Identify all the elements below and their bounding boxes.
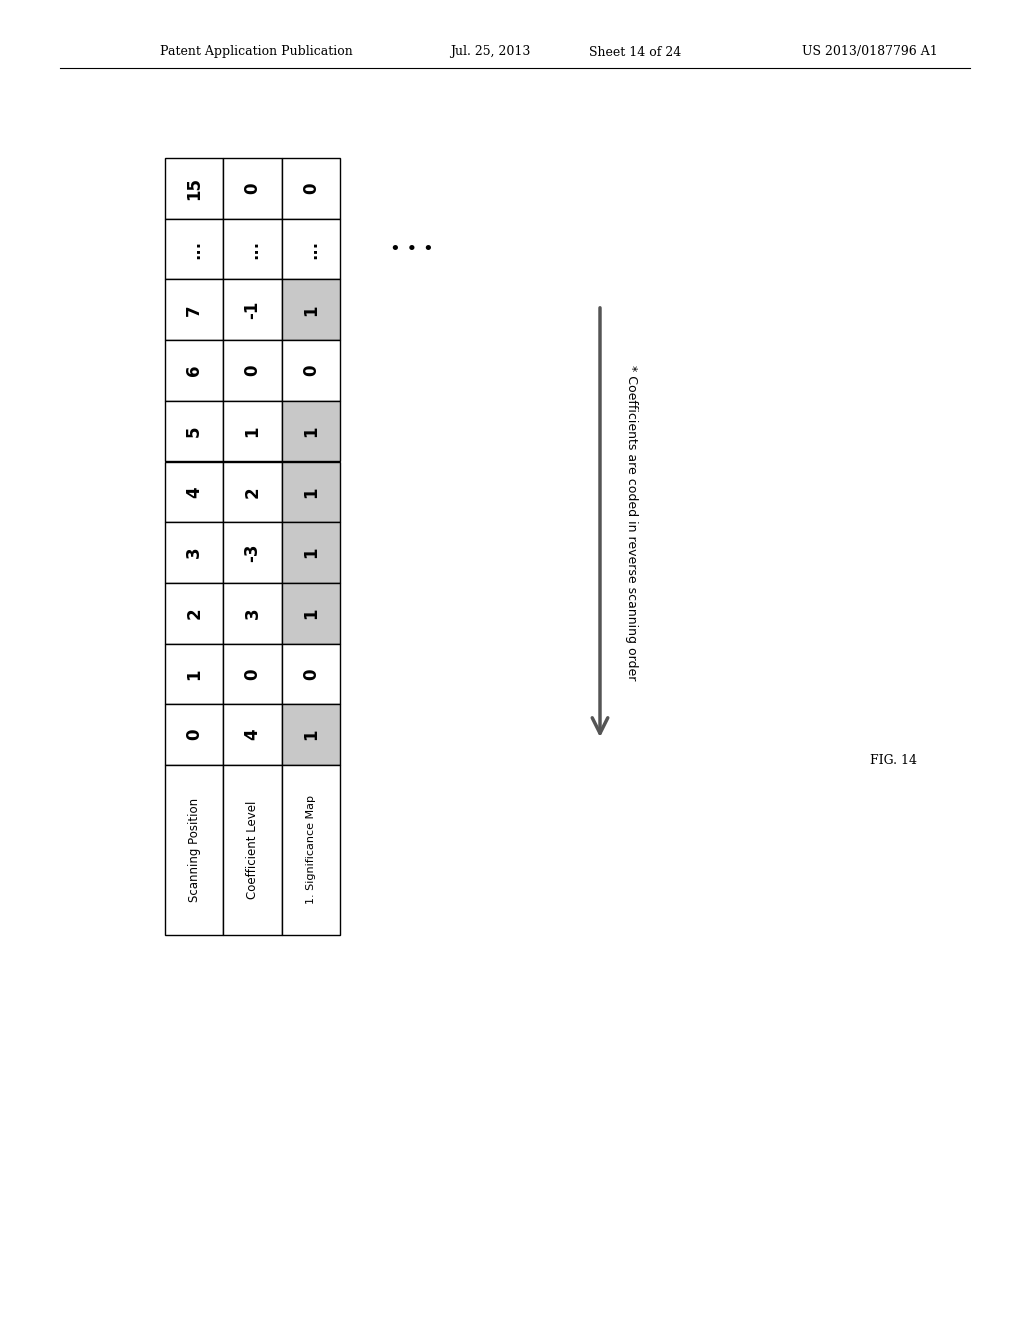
- Text: 15: 15: [185, 177, 203, 199]
- Text: • • •: • • •: [390, 240, 434, 257]
- Text: FIG. 14: FIG. 14: [870, 754, 918, 767]
- Text: 4: 4: [244, 729, 261, 741]
- Bar: [282, 766, 340, 935]
- Text: 3: 3: [244, 607, 261, 619]
- Text: -1: -1: [244, 301, 261, 319]
- Text: ...: ...: [244, 239, 261, 259]
- Bar: [165, 644, 223, 705]
- Text: Patent Application Publication: Patent Application Publication: [160, 45, 352, 58]
- Text: 0: 0: [302, 182, 319, 194]
- Bar: [223, 341, 282, 401]
- Bar: [223, 158, 282, 219]
- Bar: [282, 462, 340, 523]
- Bar: [165, 219, 223, 280]
- Bar: [282, 401, 340, 462]
- Bar: [165, 158, 223, 219]
- Bar: [282, 523, 340, 583]
- Text: 1: 1: [302, 304, 319, 315]
- Bar: [165, 766, 223, 935]
- Bar: [223, 219, 282, 280]
- Text: Coefficient Level: Coefficient Level: [246, 801, 259, 899]
- Bar: [223, 766, 282, 935]
- Text: 2: 2: [185, 607, 203, 619]
- Text: 1: 1: [185, 668, 203, 680]
- Bar: [223, 644, 282, 705]
- Text: US 2013/0187796 A1: US 2013/0187796 A1: [802, 45, 938, 58]
- Text: Jul. 25, 2013: Jul. 25, 2013: [450, 45, 530, 58]
- Bar: [282, 705, 340, 766]
- Text: 0: 0: [244, 364, 261, 376]
- Bar: [282, 341, 340, 401]
- Text: 0: 0: [302, 364, 319, 376]
- Text: 0: 0: [244, 668, 261, 680]
- Text: 1: 1: [302, 486, 319, 498]
- Bar: [282, 219, 340, 280]
- Text: ...: ...: [302, 239, 319, 259]
- Text: 7: 7: [185, 304, 203, 315]
- Text: 6: 6: [185, 364, 203, 376]
- Bar: [223, 401, 282, 462]
- Text: 2: 2: [244, 486, 261, 498]
- Bar: [223, 462, 282, 523]
- Bar: [223, 583, 282, 644]
- Text: 1: 1: [302, 729, 319, 741]
- Text: Scanning Position: Scanning Position: [187, 797, 201, 902]
- Bar: [165, 341, 223, 401]
- Bar: [165, 280, 223, 341]
- Bar: [165, 583, 223, 644]
- Text: 0: 0: [244, 182, 261, 194]
- Text: 0: 0: [185, 729, 203, 741]
- Bar: [223, 705, 282, 766]
- Bar: [282, 158, 340, 219]
- Bar: [165, 523, 223, 583]
- Text: * Coefficients are coded in reverse scanning order: * Coefficients are coded in reverse scan…: [625, 364, 638, 680]
- Text: 1: 1: [302, 607, 319, 619]
- Bar: [282, 644, 340, 705]
- Text: ...: ...: [185, 239, 203, 259]
- Bar: [223, 280, 282, 341]
- Text: 4: 4: [185, 486, 203, 498]
- Text: 0: 0: [302, 668, 319, 680]
- Bar: [165, 401, 223, 462]
- Bar: [165, 462, 223, 523]
- Text: 1. Significance Map: 1. Significance Map: [306, 796, 315, 904]
- Bar: [165, 705, 223, 766]
- Text: 3: 3: [185, 546, 203, 558]
- Text: 1: 1: [244, 425, 261, 437]
- Text: 1: 1: [302, 425, 319, 437]
- Text: Sheet 14 of 24: Sheet 14 of 24: [589, 45, 681, 58]
- Text: 5: 5: [185, 425, 203, 437]
- Bar: [282, 280, 340, 341]
- Bar: [282, 583, 340, 644]
- Text: -3: -3: [244, 544, 261, 562]
- Text: 1: 1: [302, 546, 319, 558]
- Bar: [223, 523, 282, 583]
